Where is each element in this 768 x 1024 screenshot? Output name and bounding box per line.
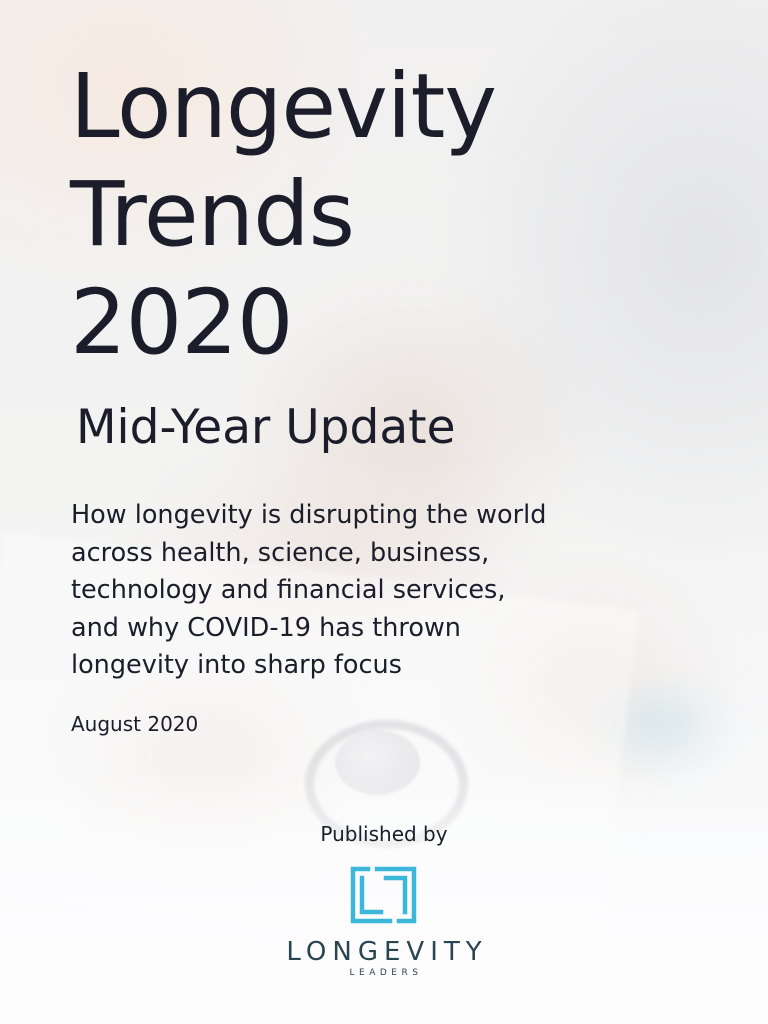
description-line: technology and financial services,	[71, 575, 506, 605]
published-by-label: Published by	[320, 822, 448, 846]
title-line: Trends	[70, 162, 355, 266]
page-subtitle: Mid-Year Update	[76, 400, 456, 455]
publication-date: August 2020	[71, 712, 199, 736]
description-line: longevity into sharp focus	[71, 650, 402, 680]
longevity-leaders-logo-icon	[350, 866, 417, 924]
description-line: across health, science, business,	[71, 537, 490, 568]
background-teal-accent	[590, 680, 730, 770]
title-line: Longevity	[70, 54, 497, 158]
description-line: and why COVID-19 has thrown	[71, 612, 461, 643]
cover-description: How longevity is disrupting the world ac…	[71, 497, 546, 685]
title-line: 2020	[70, 270, 294, 374]
publisher-tagline: LEADERS	[349, 968, 423, 978]
publisher-name: LONGEVITY	[286, 937, 488, 967]
description-line: How longevity is disrupting the world	[71, 500, 547, 530]
background-bottom-fade	[0, 764, 768, 1024]
page-title: Longevity Trends 2020	[70, 52, 497, 376]
